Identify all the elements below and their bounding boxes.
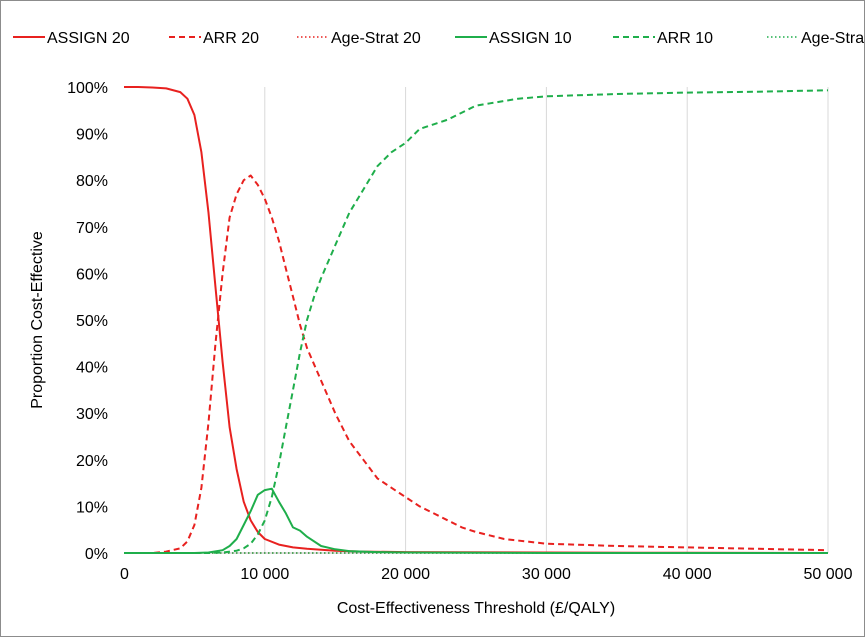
y-tick-label: 40%	[76, 360, 108, 377]
series-line-assign-10	[124, 487, 828, 554]
y-tick-label: 30%	[76, 406, 108, 423]
x-tick-label: 0	[120, 566, 129, 583]
x-tick-label: 40 000	[663, 566, 712, 583]
series-line-assign-20	[124, 86, 829, 554]
y-tick-label: 50%	[76, 313, 108, 330]
y-tick-label: 20%	[76, 453, 108, 470]
y-tick-label: 0%	[85, 546, 108, 563]
y-tick-label: 70%	[76, 220, 108, 237]
y-tick-label: 80%	[76, 173, 108, 190]
y-tick-label: 100%	[67, 80, 108, 97]
legend-label: ARR 20	[203, 30, 259, 47]
series-line-arr-10	[124, 89, 829, 554]
legend-label: Age-Strat 20	[331, 30, 421, 47]
x-tick-label: 10 000	[240, 566, 289, 583]
y-axis-title: Proportion Cost-Effective	[29, 231, 46, 409]
y-tick-label: 90%	[76, 127, 108, 144]
x-tick-label: 50 000	[804, 566, 853, 583]
legend-label: ARR 10	[657, 30, 713, 47]
y-tick-label: 10%	[76, 499, 108, 516]
y-tick-label: 60%	[76, 266, 108, 283]
x-tick-label: 20 000	[381, 566, 430, 583]
x-axis-title: Cost-Effectiveness Threshold (£/QALY)	[337, 600, 615, 617]
legend-label: ASSIGN 10	[489, 30, 572, 47]
x-tick-label: 30 000	[522, 566, 571, 583]
legend-label: Age-Strat 10	[801, 30, 864, 47]
legend-label: ASSIGN 20	[47, 30, 130, 47]
series-line-arr-20	[124, 174, 829, 554]
